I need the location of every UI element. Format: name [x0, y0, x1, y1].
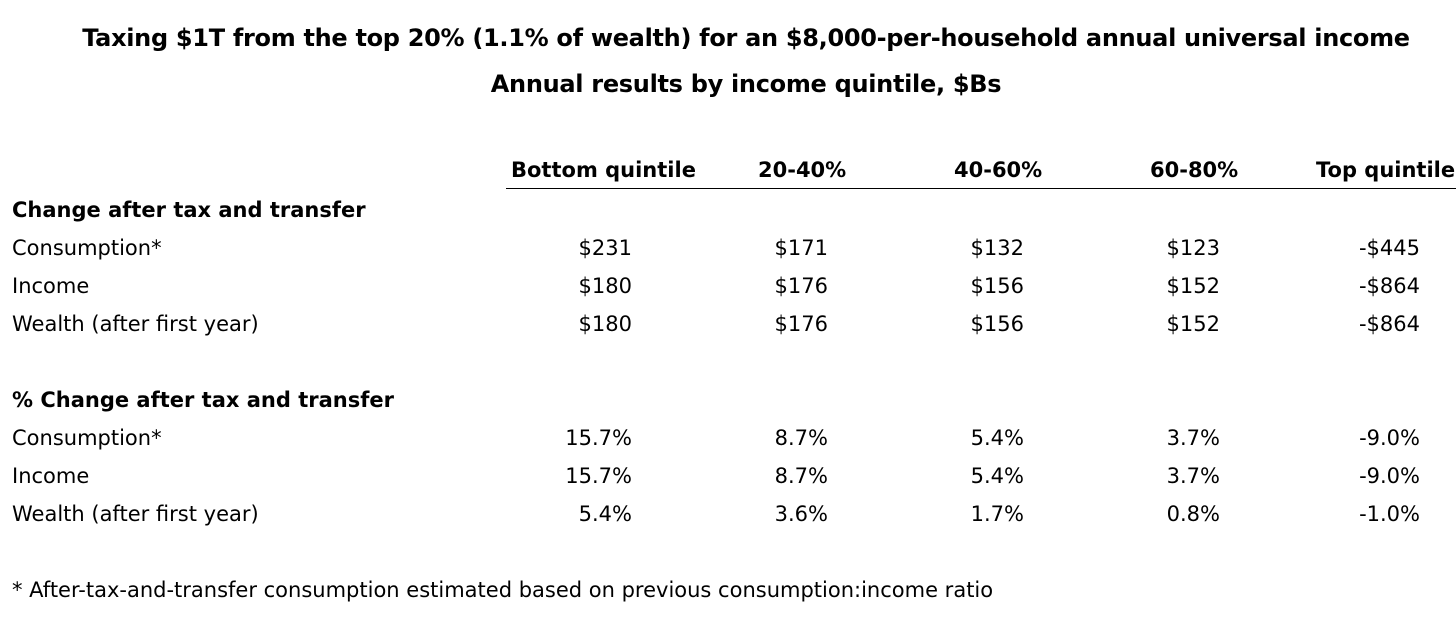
table-cell: -$864 [1358, 312, 1420, 336]
table-cell: 15.7% [565, 426, 632, 450]
table-cell: 3.7% [1166, 464, 1220, 488]
table-cell: 15.7% [565, 464, 632, 488]
row-label: Wealth (after first year) [12, 502, 259, 526]
row-label: Consumption* [12, 426, 162, 450]
table-cell: 3.6% [774, 502, 828, 526]
table-cell: -1.0% [1359, 502, 1420, 526]
column-header-60-80: 60-80% [1150, 158, 1239, 182]
row-label: Wealth (after first year) [12, 312, 259, 336]
row-label: Income [12, 274, 90, 298]
header-underline [506, 188, 1456, 189]
table-row: Wealth (after first year) $180 $176 $156… [0, 312, 1456, 344]
column-header-bottom-quintile: Bottom quintile [511, 158, 696, 182]
table-cell: $180 [578, 312, 632, 336]
column-header-row: Bottom quintile 20-40% 40-60% 60-80% Top… [0, 158, 1456, 190]
column-header-20-40: 20-40% [758, 158, 847, 182]
table-cell: $156 [970, 274, 1024, 298]
table-title: Taxing $1T from the top 20% (1.1% of wea… [82, 24, 1410, 52]
table-row: Income 15.7% 8.7% 5.4% 3.7% -9.0% [0, 464, 1456, 496]
table-cell: 5.4% [970, 464, 1024, 488]
row-label: Income [12, 464, 90, 488]
table-cell: $152 [1166, 312, 1220, 336]
table-cell: $132 [970, 236, 1024, 260]
table-cell: $123 [1166, 236, 1220, 260]
table-cell: $176 [774, 312, 828, 336]
table-cell: -9.0% [1359, 464, 1420, 488]
table-row: Wealth (after first year) 5.4% 3.6% 1.7%… [0, 502, 1456, 534]
table-cell: 8.7% [774, 426, 828, 450]
section-label-change: Change after tax and transfer [12, 198, 366, 222]
table-row: Income $180 $176 $156 $152 -$864 [0, 274, 1456, 306]
table-cell: 5.4% [578, 502, 632, 526]
table-row: Consumption* 15.7% 8.7% 5.4% 3.7% -9.0% [0, 426, 1456, 458]
table-cell: 5.4% [970, 426, 1024, 450]
table-cell: $152 [1166, 274, 1220, 298]
table-cell: $171 [774, 236, 828, 260]
section-label-percent-change: % Change after tax and transfer [12, 388, 394, 412]
column-header-top-quintile: Top quintile [1316, 158, 1456, 182]
row-label: Consumption* [12, 236, 162, 260]
footnote: * After-tax-and-transfer consumption est… [12, 578, 994, 602]
table-cell: -$445 [1358, 236, 1420, 260]
table-cell: $176 [774, 274, 828, 298]
table-cell: -$864 [1358, 274, 1420, 298]
table-cell: 3.7% [1166, 426, 1220, 450]
table-cell: -9.0% [1359, 426, 1420, 450]
table-cell: $156 [970, 312, 1024, 336]
table-cell: $231 [578, 236, 632, 260]
table-cell: 1.7% [970, 502, 1024, 526]
table-cell: 8.7% [774, 464, 828, 488]
table-cell: 0.8% [1166, 502, 1220, 526]
table-row: Consumption* $231 $171 $132 $123 -$445 [0, 236, 1456, 268]
table-subtitle: Annual results by income quintile, $Bs [490, 70, 1002, 98]
column-header-40-60: 40-60% [954, 158, 1043, 182]
table-cell: $180 [578, 274, 632, 298]
